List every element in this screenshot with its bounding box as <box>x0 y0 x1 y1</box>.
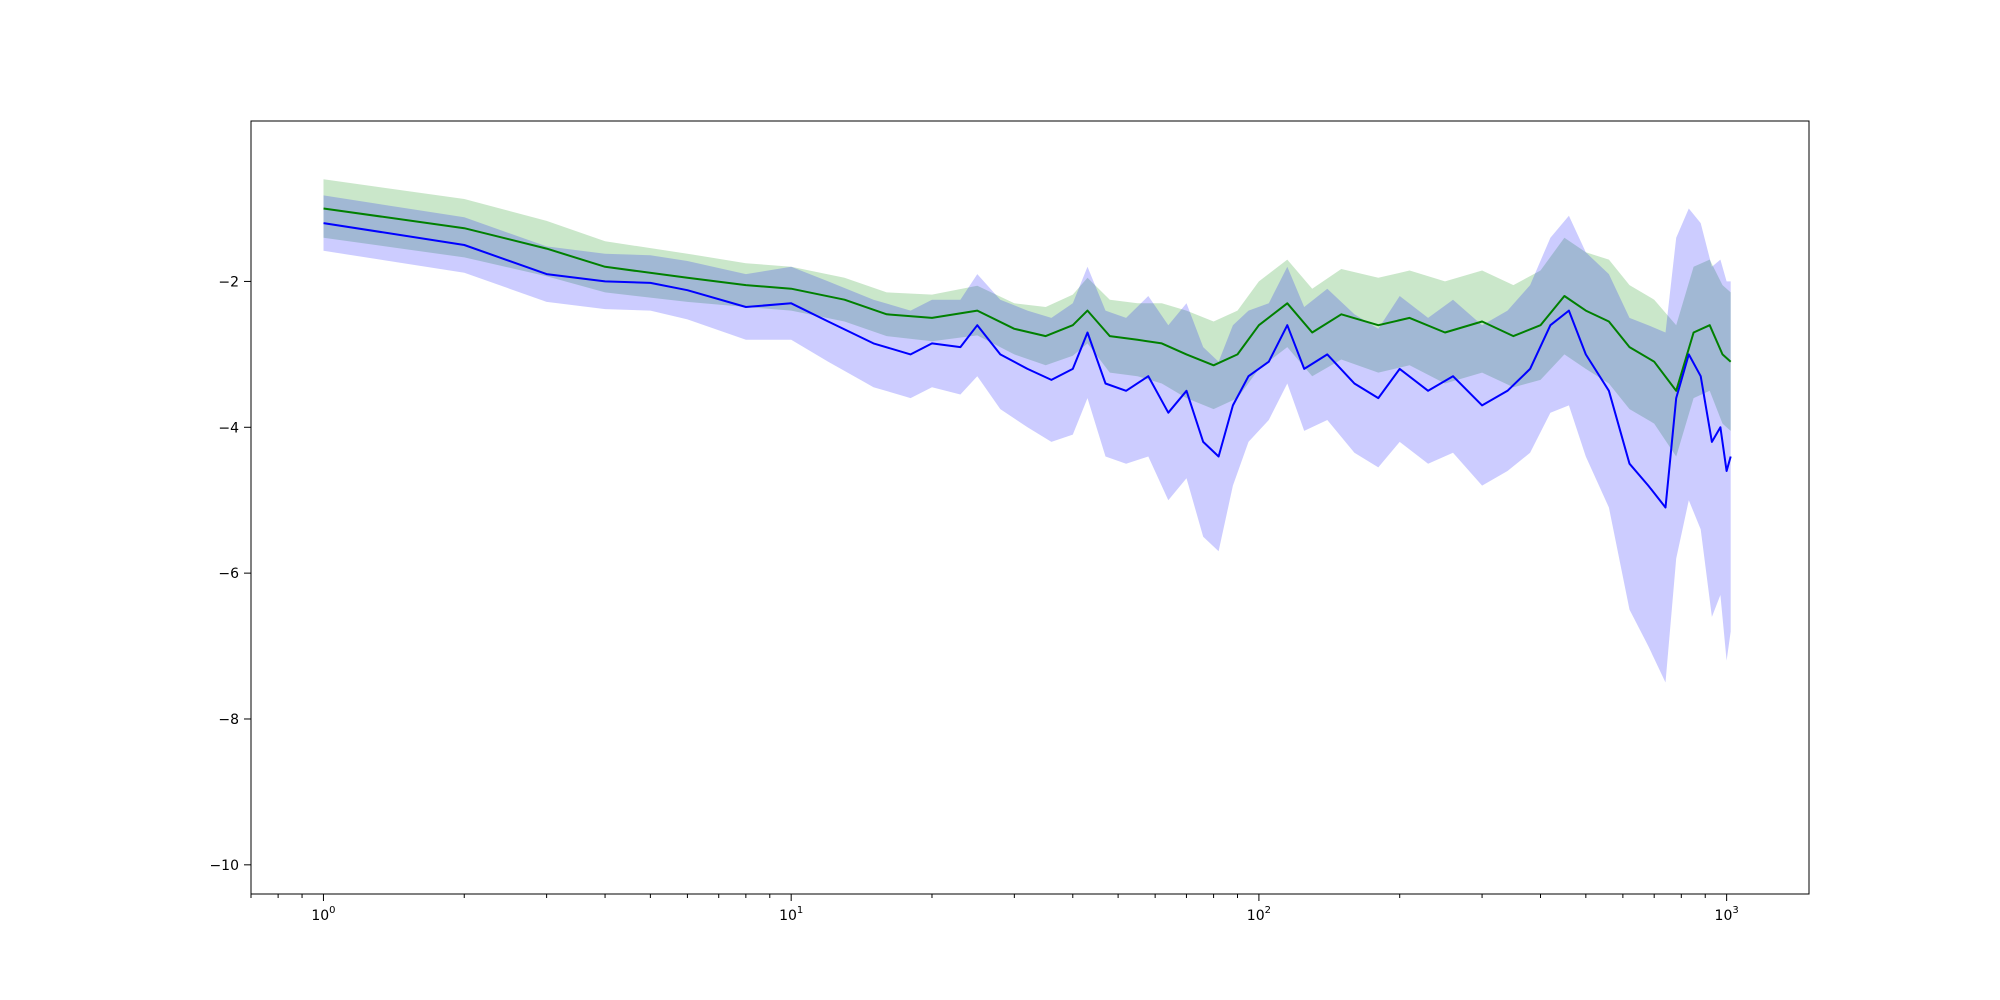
series-0-band <box>323 179 1731 457</box>
x-tick-label: 102 <box>1247 905 1271 924</box>
series-1-band <box>323 195 1731 683</box>
y-tick-label: −2 <box>218 274 239 290</box>
series-1-line <box>323 222 1732 509</box>
y-tick-label: −8 <box>218 712 239 728</box>
x-tick-label: 103 <box>1715 905 1739 924</box>
confidence-bands <box>323 179 1731 683</box>
y-tick-label: −4 <box>218 420 239 436</box>
y-tick-label: −6 <box>218 566 239 582</box>
y-tick-label: −10 <box>209 858 239 874</box>
y-axis: −2 −4 −6 −8 −10 <box>209 274 251 874</box>
series-lines <box>323 207 1732 509</box>
x-axis: 100 101 102 103 <box>250 894 1739 924</box>
x-tick-label: 100 <box>311 905 335 924</box>
plot-frame <box>250 120 1810 895</box>
series-0-line <box>323 207 1732 392</box>
x-tick-label: 101 <box>779 905 803 924</box>
